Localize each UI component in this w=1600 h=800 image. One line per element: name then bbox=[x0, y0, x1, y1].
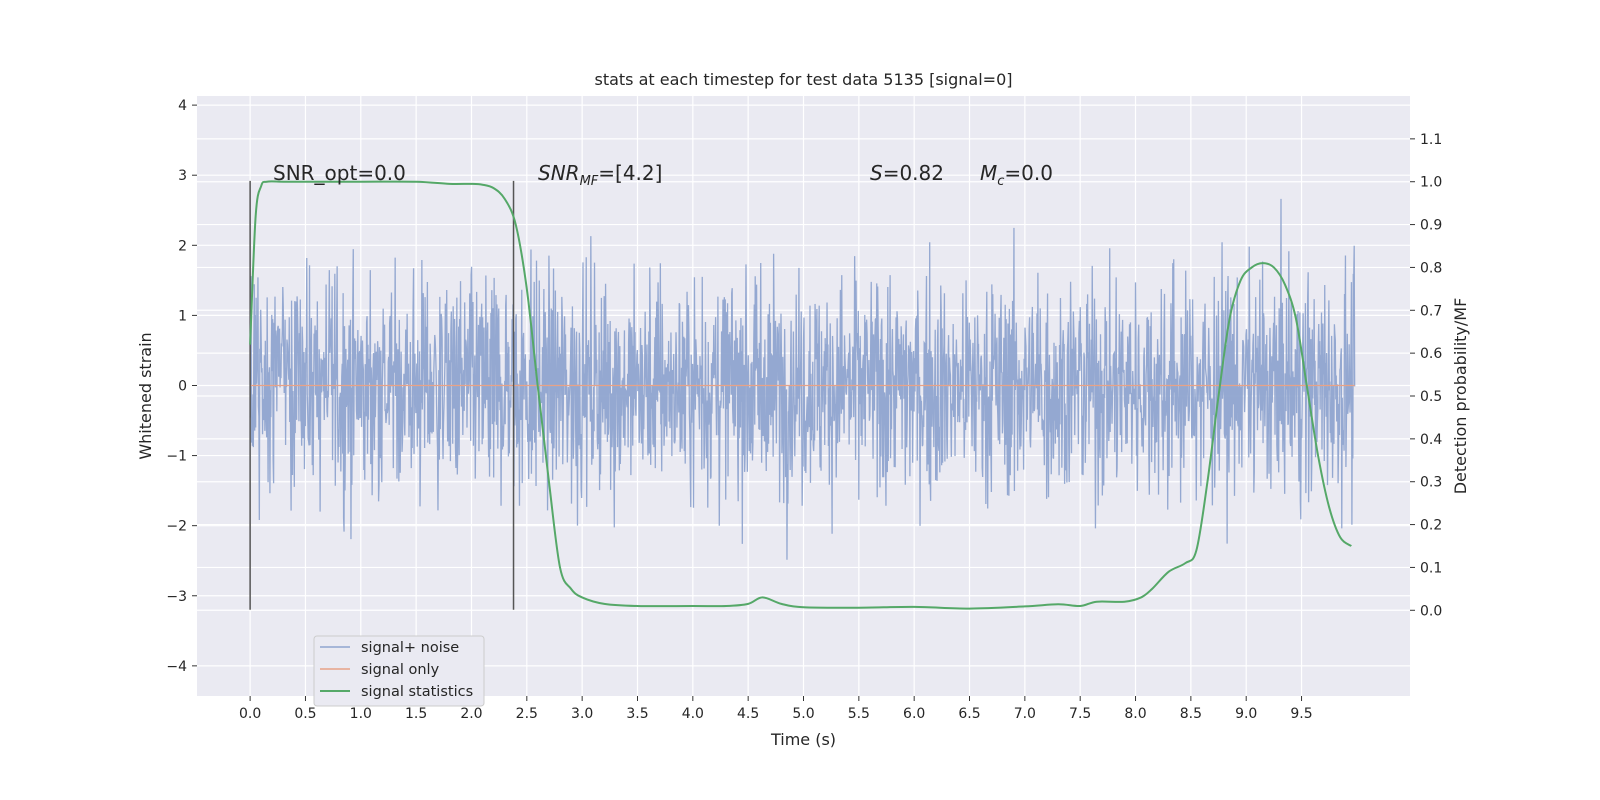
annotation-snr-mf-value: =[4.2] bbox=[598, 161, 662, 185]
series-signal-statistics bbox=[249, 180, 1352, 610]
x-tick-label: 2.5 bbox=[516, 706, 538, 722]
legend: signal+ noise signal only signal statistic… bbox=[313, 635, 485, 707]
y-tick-label-left: −4 bbox=[166, 659, 187, 675]
y-tick-label-right: 0.4 bbox=[1420, 432, 1442, 448]
noise-trace bbox=[249, 198, 1356, 560]
annotation-snr-mf-base: SNR bbox=[538, 161, 580, 185]
y-tick-label-left: 2 bbox=[178, 238, 187, 254]
x-tick-label: 3.0 bbox=[571, 706, 593, 722]
annotation-s-value: =0.82 bbox=[883, 161, 944, 185]
x-tick-label: 5.5 bbox=[848, 706, 870, 722]
y-tick-label-right: 0.2 bbox=[1420, 518, 1442, 534]
x-tick-label: 9.5 bbox=[1290, 706, 1312, 722]
x-tick-label: 2.0 bbox=[460, 706, 482, 722]
x-axis-ticks: 0.0 0.5 1.0 1.5 2.0 2.5 3.0 3.5 4.0 4.5 5.0 5.5 6.0 6… bbox=[239, 696, 1313, 722]
annotation-snr-mf-sub: MF bbox=[580, 174, 599, 189]
y-tick-label-right: 1.0 bbox=[1420, 175, 1442, 191]
series-signal-plus-noise bbox=[249, 198, 1356, 560]
y-tick-label-left: 4 bbox=[178, 98, 187, 114]
x-tick-label: 1.0 bbox=[350, 706, 372, 722]
y-tick-label-left: 3 bbox=[178, 168, 187, 184]
y-tick-label-left: 1 bbox=[178, 308, 187, 324]
x-tick-label: 6.0 bbox=[903, 706, 925, 722]
x-tick-label: 0.5 bbox=[294, 706, 316, 722]
y-tick-label-right: 0.0 bbox=[1420, 603, 1442, 619]
legend-label: signal+ noise bbox=[361, 640, 459, 656]
x-tick-label: 9.0 bbox=[1235, 706, 1257, 722]
legend-label: signal only bbox=[361, 662, 440, 678]
y-tick-label-right: 0.8 bbox=[1420, 260, 1442, 276]
x-tick-label: 6.5 bbox=[958, 706, 980, 722]
y-axis-right-label: Detection probability/MF bbox=[1451, 298, 1470, 495]
y-axis-right-ticks: 0.0 0.1 0.2 0.3 0.4 0.5 0.6 0.7 0.8 0.9 1.0 1.1 bbox=[1410, 132, 1442, 619]
x-tick-label: 3.5 bbox=[626, 706, 648, 722]
x-tick-label: 8.5 bbox=[1180, 706, 1202, 722]
x-tick-label: 8.0 bbox=[1124, 706, 1146, 722]
y-tick-label-right: 0.1 bbox=[1420, 560, 1442, 576]
annotation-mc-sub: c bbox=[997, 174, 1004, 189]
y-axis-left-label: Whitened strain bbox=[136, 332, 155, 459]
y-tick-label-left: −3 bbox=[166, 589, 187, 605]
annotation-snr-mf: SNRMF=[4.2] bbox=[538, 161, 662, 189]
x-axis-label: Time (s) bbox=[770, 730, 836, 749]
x-tick-label: 1.5 bbox=[405, 706, 427, 722]
x-tick-label: 4.5 bbox=[737, 706, 759, 722]
x-tick-label: 5.0 bbox=[792, 706, 814, 722]
annotation-s-label: S bbox=[870, 161, 883, 185]
y-tick-label-left: −1 bbox=[166, 449, 187, 465]
chart-title: stats at each timestep for test data 513… bbox=[594, 70, 1012, 89]
annotation-snr-opt: SNR_opt=0.0 bbox=[273, 161, 406, 185]
legend-label: signal statistics bbox=[361, 684, 473, 700]
vertical-markers bbox=[249, 180, 515, 610]
y-tick-label-left: −2 bbox=[166, 519, 187, 535]
x-tick-label: 7.0 bbox=[1014, 706, 1036, 722]
y-axis-left-ticks: −4 −3 −2 −1 0 1 2 3 4 bbox=[166, 98, 197, 675]
y-tick-label-right: 0.7 bbox=[1420, 303, 1442, 319]
y-tick-label-right: 0.3 bbox=[1420, 475, 1442, 491]
legend-frame bbox=[313, 635, 485, 707]
y-tick-label-right: 1.1 bbox=[1420, 132, 1442, 148]
y-tick-label-right: 0.6 bbox=[1420, 346, 1442, 362]
statistics-curve bbox=[249, 180, 1352, 610]
x-tick-label: 4.0 bbox=[682, 706, 704, 722]
annotation-mc: Mc=0.0 bbox=[980, 161, 1053, 189]
y-tick-label-right: 0.5 bbox=[1420, 389, 1442, 405]
y-tick-label-left: 0 bbox=[178, 378, 187, 394]
x-tick-label: 7.5 bbox=[1069, 706, 1091, 722]
y-tick-label-right: 0.9 bbox=[1420, 218, 1442, 234]
x-tick-label: 0.0 bbox=[239, 706, 261, 722]
annotation-mc-value: =0.0 bbox=[1004, 161, 1053, 185]
annotation-s: S=0.82 bbox=[870, 161, 944, 185]
annotation-mc-base: M bbox=[980, 161, 997, 185]
